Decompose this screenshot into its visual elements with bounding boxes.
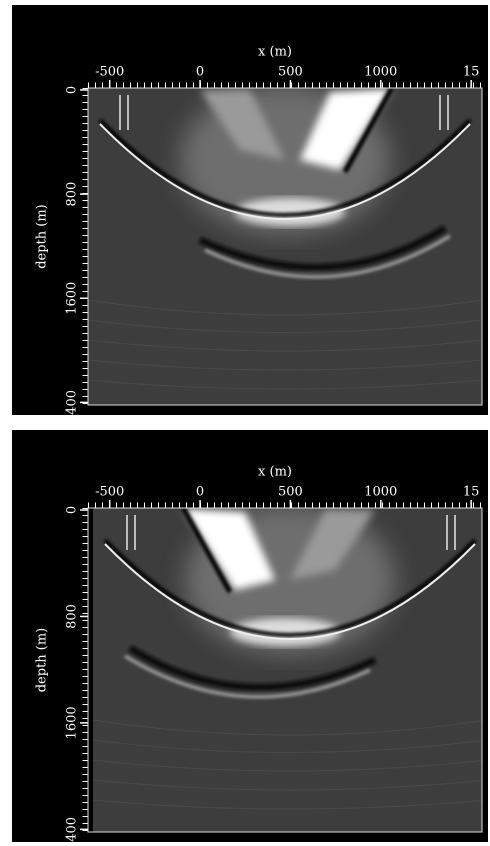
x-tick-label: 500 [278, 485, 303, 500]
y-tick-label: 800 [65, 604, 80, 629]
x-tick-label: 15 [463, 485, 480, 500]
y-tick-label: 400 [65, 817, 80, 842]
y-tick-label: 0 [65, 86, 80, 94]
y-axis-title: depth (m) [35, 204, 50, 269]
y-tick-label: 1600 [65, 706, 80, 739]
y-tick-label: 400 [65, 390, 80, 415]
plot-frame [87, 507, 483, 833]
x-tick-label: 0 [196, 65, 204, 80]
y-tick-label: 1600 [65, 282, 80, 315]
plot-frame [87, 87, 483, 406]
x-tick-label: -500 [95, 65, 124, 80]
x-axis-title: x (m) [258, 45, 292, 60]
x-tick-label: -500 [95, 485, 124, 500]
seismic-image [88, 88, 482, 405]
x-tick-label: 15 [463, 65, 480, 80]
x-tick-label: 0 [196, 485, 204, 500]
seismic-image [93, 505, 487, 846]
x-tick-label: 500 [278, 65, 303, 80]
y-axis-title: depth (m) [35, 628, 50, 693]
y-tick-label: 0 [65, 506, 80, 514]
x-tick-label: 1000 [364, 65, 397, 80]
y-tick-label: 800 [65, 182, 80, 207]
x-tick-label: 1000 [364, 485, 397, 500]
x-axis-title: x (m) [258, 465, 292, 480]
